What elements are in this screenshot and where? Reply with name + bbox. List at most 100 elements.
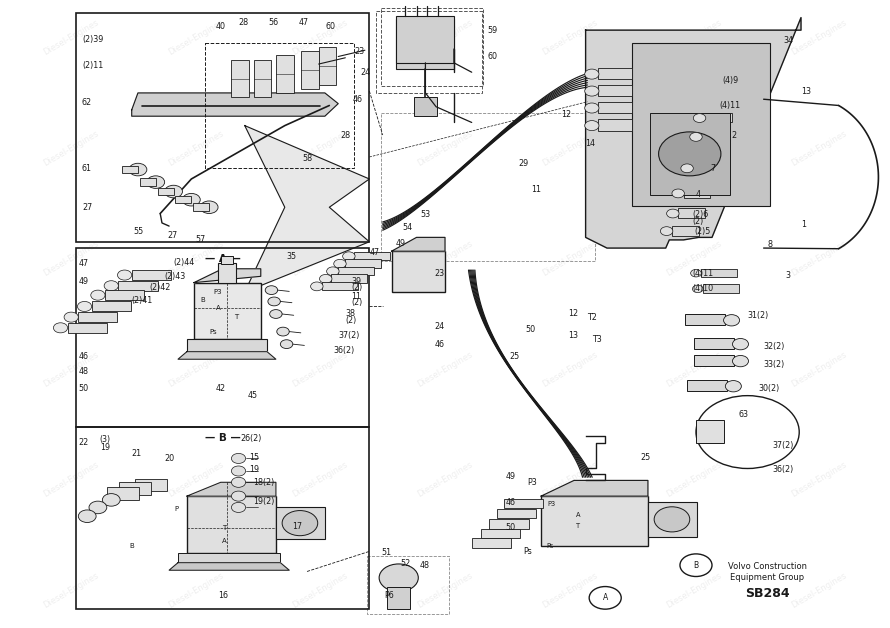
Circle shape [165,185,182,198]
Text: Diesel-Engines: Diesel-Engines [166,18,225,57]
Text: 25: 25 [641,453,651,462]
Bar [218,263,236,283]
Text: 57: 57 [196,236,206,244]
Bar [354,252,390,260]
Bar [687,380,727,391]
Circle shape [379,564,418,592]
Bar [376,11,482,93]
Bar [135,479,167,491]
Bar [598,102,632,113]
Bar [648,502,697,537]
Text: 15: 15 [249,453,259,462]
Text: 25: 25 [509,352,520,361]
Bar [392,251,445,292]
Bar [107,487,139,500]
Text: Diesel-Engines: Diesel-Engines [416,460,474,499]
Text: 50: 50 [525,325,535,334]
Circle shape [91,290,105,300]
Text: Diesel-Engines: Diesel-Engines [540,129,599,168]
Text: (3): (3) [100,435,110,444]
Bar [696,420,724,443]
Text: Diesel-Engines: Diesel-Engines [42,350,101,389]
Text: Diesel-Engines: Diesel-Engines [789,571,848,610]
Circle shape [231,466,246,476]
Circle shape [77,301,92,311]
Text: (2)5: (2)5 [694,227,710,236]
Bar [703,284,739,293]
Bar [396,19,454,69]
Text: Diesel-Engines: Diesel-Engines [291,460,350,499]
Text: Diesel-Engines: Diesel-Engines [166,350,225,389]
Bar [132,270,171,280]
Text: 4: 4 [696,190,701,199]
Text: Equipment Group: Equipment Group [730,573,805,582]
Circle shape [585,69,599,79]
Text: 47: 47 [299,18,309,27]
Circle shape [200,201,218,214]
Circle shape [147,176,165,188]
Bar [205,43,354,168]
Bar [381,8,483,86]
Text: Diesel-Engines: Diesel-Engines [166,460,225,499]
Text: 47: 47 [369,248,379,257]
Circle shape [182,193,200,206]
Text: 46: 46 [78,352,88,361]
Text: 23: 23 [434,269,444,278]
Circle shape [654,507,690,532]
Text: (2)41: (2)41 [132,296,153,305]
Bar [705,113,732,122]
Text: (4)9: (4)9 [723,76,739,85]
Text: 63: 63 [739,410,748,419]
Text: (2): (2) [352,283,363,292]
Text: 13: 13 [568,332,578,340]
Text: 33(2): 33(2) [764,360,785,369]
Circle shape [693,114,706,122]
Text: B: B [693,561,699,570]
Text: Diesel-Engines: Diesel-Engines [665,460,724,499]
Circle shape [268,297,280,306]
Bar [68,323,107,333]
Text: 18(2): 18(2) [254,478,275,487]
Bar [194,283,261,339]
Text: (2): (2) [692,217,704,225]
Text: P3: P3 [527,478,537,487]
Text: Diesel-Engines: Diesel-Engines [166,129,225,168]
Circle shape [327,267,339,276]
Bar [367,556,449,614]
Text: T: T [577,523,580,529]
Circle shape [102,494,120,506]
Bar [78,312,117,322]
Text: Diesel-Engines: Diesel-Engines [789,460,848,499]
Bar [76,427,369,609]
Text: 62: 62 [82,98,92,107]
Text: 37(2): 37(2) [338,332,360,340]
Text: 60: 60 [326,22,336,31]
Circle shape [667,209,679,218]
Text: Diesel-Engines: Diesel-Engines [540,571,599,610]
Text: Ps: Ps [546,543,554,550]
Circle shape [660,227,673,236]
Polygon shape [132,93,338,116]
Text: 56: 56 [269,18,279,27]
Bar [338,267,374,275]
Circle shape [725,381,741,392]
Text: 53: 53 [420,210,430,219]
Bar [119,482,151,495]
Text: (4)11: (4)11 [692,269,714,278]
Text: Diesel-Engines: Diesel-Engines [416,129,474,168]
Text: (2)39: (2)39 [82,35,103,44]
Text: 47: 47 [78,259,88,268]
Circle shape [691,269,701,277]
Circle shape [53,323,68,333]
Text: 21: 21 [132,449,142,458]
Circle shape [320,274,332,283]
Text: 11: 11 [352,292,361,301]
Text: Diesel-Engines: Diesel-Engines [166,571,225,610]
Circle shape [277,327,289,336]
Bar [490,519,529,529]
Bar [175,196,191,203]
Circle shape [690,133,702,141]
Text: Diesel-Engines: Diesel-Engines [42,129,101,168]
Text: 60: 60 [488,52,498,61]
Polygon shape [187,482,276,496]
